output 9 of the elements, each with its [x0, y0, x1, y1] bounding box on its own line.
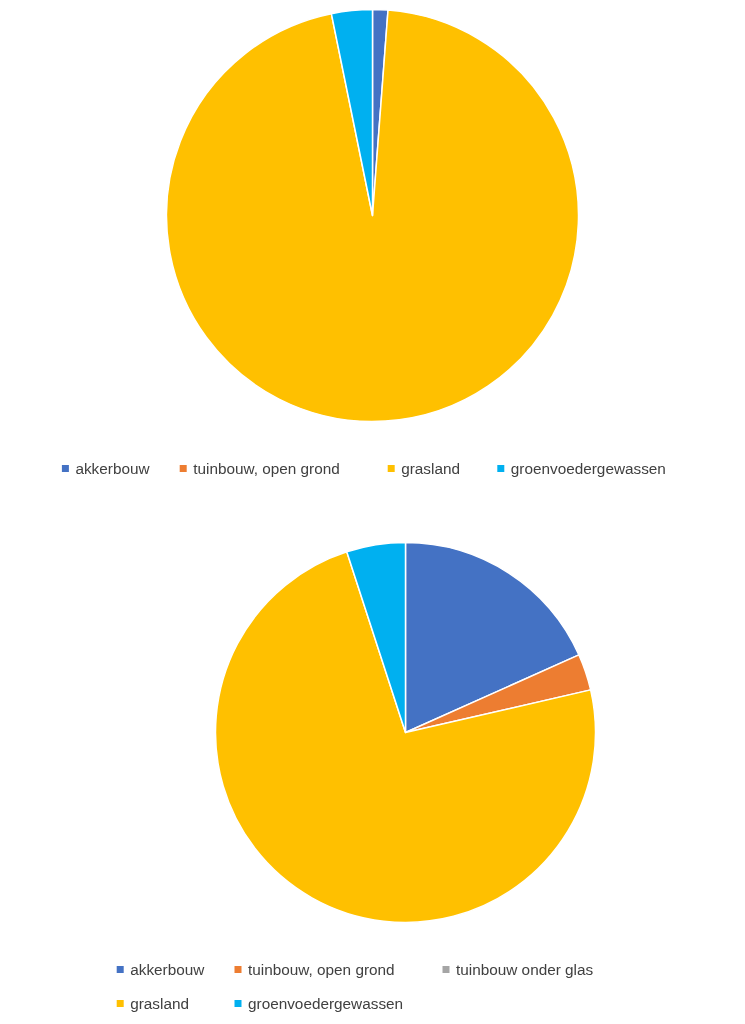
- legend-label: tuinbouw onder glas: [456, 961, 594, 978]
- legend-label: tuinbouw, open grond: [193, 460, 340, 477]
- legend-label: akkerbouw: [130, 961, 206, 978]
- legend-label: tuinbouw, open grond: [248, 961, 395, 978]
- legend-label: groenvoedergewassen: [248, 995, 404, 1012]
- legend-label: akkerbouw: [75, 460, 151, 477]
- legend-label: groenvoedergewassen: [510, 460, 666, 477]
- legend-label: grasland: [401, 460, 461, 477]
- legend-label: grasland: [130, 995, 190, 1012]
